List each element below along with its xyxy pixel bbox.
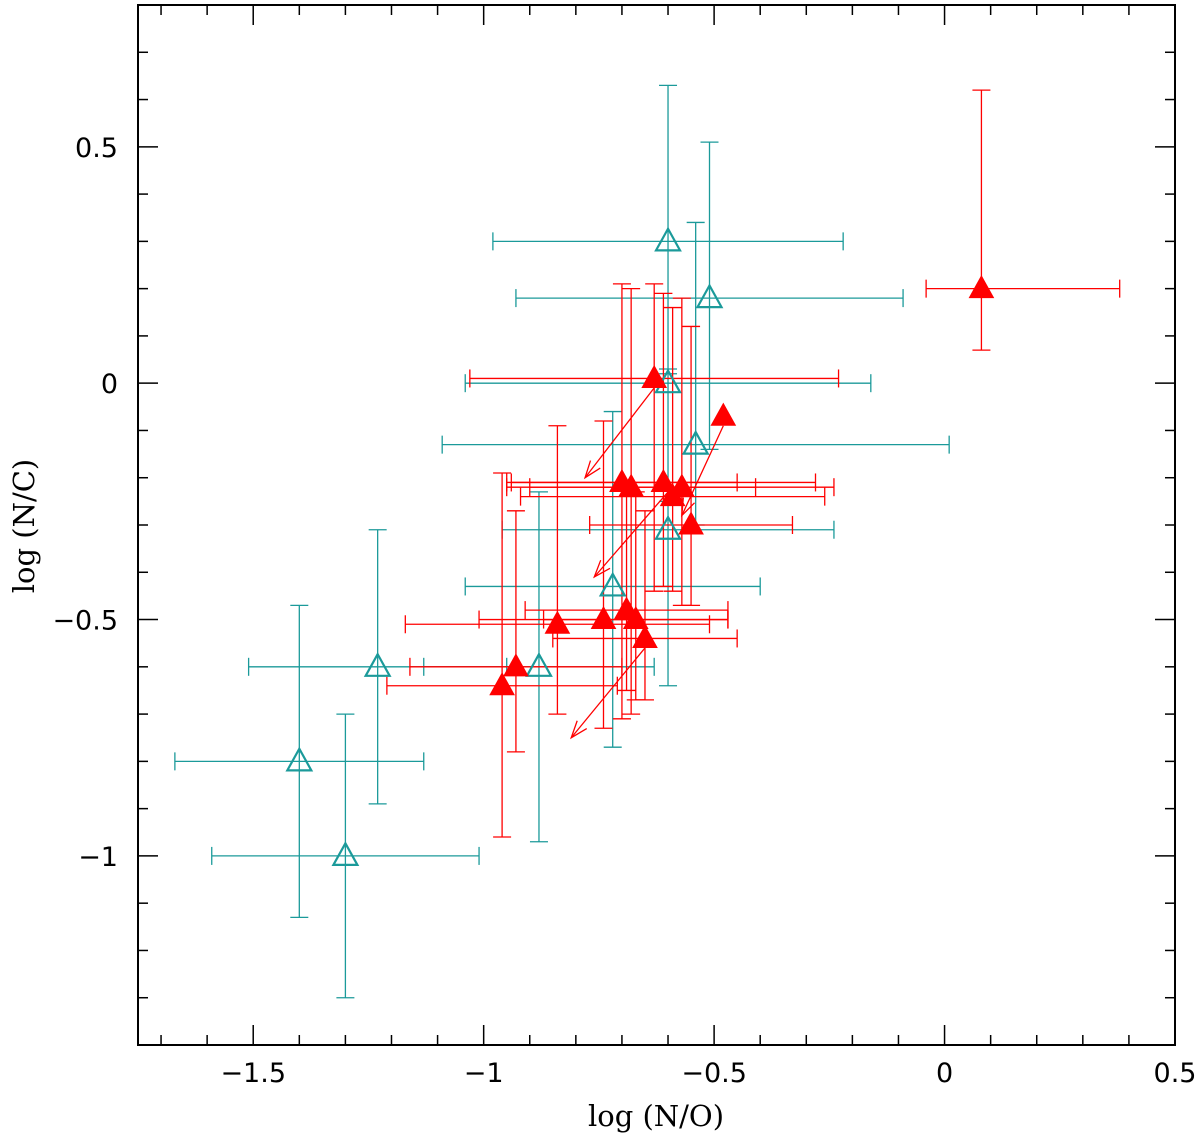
error-bar: [464, 410, 761, 748]
error-bar: [529, 297, 835, 607]
error-bar: [515, 141, 904, 451]
error-bar: [552, 510, 738, 701]
error-bars: [174, 84, 1121, 999]
error-bar: [519, 306, 826, 592]
filled-triangle-point: [503, 653, 529, 677]
error-bar: [506, 283, 738, 720]
x-tick-label: 0: [936, 1058, 953, 1089]
filled-triangle-point: [650, 468, 677, 492]
filled-triangle-point: [618, 473, 645, 497]
arrow-head: [583, 460, 601, 480]
x-tick-label: −1.5: [220, 1058, 286, 1089]
x-tick-label: −0.5: [681, 1058, 747, 1089]
open-triangle-point: [598, 571, 627, 597]
arrow-shaft: [570, 647, 646, 739]
arrow-annotation: [570, 647, 646, 740]
open-triangle-point: [654, 226, 682, 252]
filled-triangle-point: [544, 610, 571, 634]
y-tick-label: 0.5: [75, 133, 118, 164]
filled-triangle-point: [710, 402, 737, 426]
arrow-annotation: [681, 425, 724, 518]
filled-triangle-point: [632, 624, 658, 648]
filled-triangle-point: [590, 605, 617, 630]
open-triangle-point: [525, 651, 553, 677]
open-triangle-point: [654, 514, 682, 540]
error-bar: [542, 491, 729, 701]
error-bar: [409, 510, 623, 753]
open-triangle-point: [695, 283, 724, 309]
y-axis-title: log (N/C): [7, 459, 41, 593]
arrow-head: [570, 720, 588, 740]
error-bar: [589, 325, 794, 607]
error-bar: [925, 89, 1121, 351]
error-bar: [469, 283, 840, 592]
error-bar: [211, 713, 480, 999]
y-tick-label: 0: [101, 369, 118, 400]
open-triangle-point: [331, 841, 360, 867]
filled-triangle-point: [622, 605, 649, 630]
arrow-shaft: [681, 425, 724, 516]
arrow-shaft: [584, 387, 655, 479]
filled-triangle-point: [489, 672, 515, 696]
error-bar: [506, 287, 757, 715]
y-tick-label: −1: [78, 842, 118, 873]
x-tick-label: −1: [464, 1058, 504, 1089]
x-axis-title: log (N/O): [588, 1099, 724, 1133]
error-bar: [174, 604, 425, 919]
axis-ticks: [138, 4, 1176, 1046]
error-bar: [386, 472, 618, 838]
x-tick-label: 0.5: [1154, 1058, 1197, 1089]
open-triangle-point: [363, 651, 392, 677]
open-triangle-point: [681, 429, 710, 455]
y-tick-label: −0.5: [52, 606, 118, 637]
arrow-annotation: [583, 387, 655, 480]
filled-triangle-point: [678, 511, 704, 535]
data-markers: [285, 226, 995, 867]
y-tick-labels: −1 −0.5 0 0.5: [52, 133, 118, 873]
x-tick-labels: −1.5 −1 −0.5 0 0.5: [220, 1058, 1196, 1089]
arrow-annotation: [593, 491, 669, 579]
open-triangle-point: [285, 746, 314, 772]
filled-triangle-point: [668, 473, 695, 497]
filled-triangle-point: [968, 275, 995, 299]
filled-triangle-point: [641, 364, 668, 388]
arrow-shaft: [593, 491, 669, 578]
arrow-head: [593, 559, 611, 579]
error-bar: [441, 221, 950, 526]
